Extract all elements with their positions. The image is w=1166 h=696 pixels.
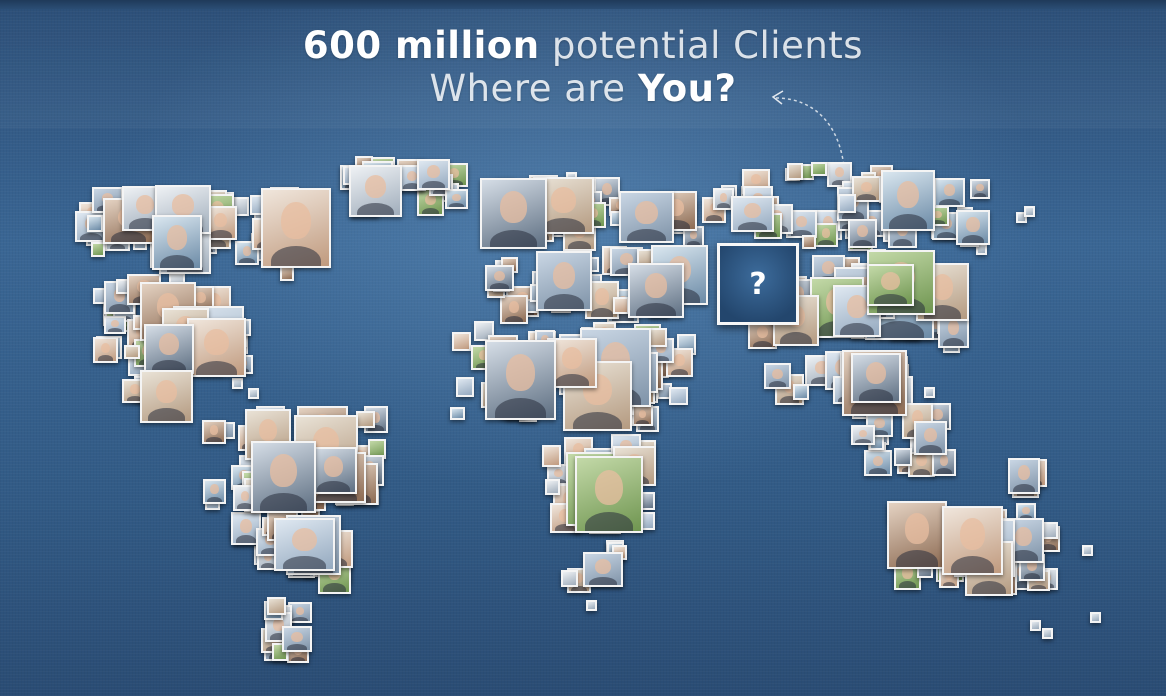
portrait-photo-tile [887,501,947,569]
portrait-photo-tile [232,378,243,389]
portrait-photo-tile [187,318,246,377]
portrait-photo-tile [349,165,402,217]
portrait-photo-tile [838,194,856,213]
portrait-photo-tile [124,345,140,359]
portrait-photo-tile [202,420,226,444]
portrait-photo-tile [536,251,592,311]
portrait-photo-tile [152,215,202,270]
portrait-photo-tile [1042,628,1053,639]
portrait-photo-tile [1090,612,1101,623]
portrait-photo-tile [87,215,103,232]
portrait-photo-tile [881,170,935,231]
portrait-photo-tile [356,411,375,428]
portrait-photo-tile [586,600,597,611]
portrait-photo-tile [632,405,653,426]
portrait-photo-tile [976,244,987,255]
portrait-photo-tile [851,353,901,403]
portrait-photo-tile [480,178,547,249]
portrait-photo-tile [914,421,947,455]
headline-potential-clients: potential Clients [539,24,864,67]
portrait-photo-tile [267,597,286,615]
portrait-photo-tile [417,159,450,190]
portrait-photo-tile [848,219,877,248]
portrait-photo-tile [613,297,629,314]
portrait-photo-tile [251,441,316,513]
portrait-photo-tile [282,626,312,652]
portrait-photo-tile [533,177,594,234]
top-strip [0,0,1166,9]
portrait-photo-tile [894,448,912,466]
portrait-photo-tile [563,361,632,431]
portrait-photo-tile [619,191,674,243]
portrait-photo-tile [764,363,791,389]
portrait-photo-tile [867,264,914,306]
portrait-photo-tile [561,570,578,587]
headline-you: You? [637,67,737,110]
portrait-photo-tile [942,506,1003,575]
portrait-photo-tile [864,450,892,476]
portrait-photo-tile [628,263,684,318]
portrait-photo-tile [500,295,528,324]
portrait-photo-tile [575,456,643,533]
portrait-photo-tile [1008,458,1040,494]
portrait-photo-tile [731,196,774,232]
portrait-photo-tile [485,265,514,291]
portrait-photo-tile [450,407,465,420]
portrait-photo-tile [1024,206,1035,217]
portrait-photo-tile [445,189,468,209]
portrait-photo-tile [545,479,560,495]
portrait-photo-tile [924,387,935,398]
portrait-photo-tile [793,384,809,400]
portrait-photo-tile [140,370,193,423]
portrait-photo-tile [144,324,194,374]
question-mark-tile: ? [717,243,799,325]
portrait-photo-tile [970,179,990,199]
portrait-photo-tile [934,178,965,207]
headline-bold-count: 600 million [302,24,540,67]
portrait-photo-tile [310,447,357,494]
portrait-photo-tile [1030,620,1041,631]
question-mark-icon: ? [749,266,767,302]
portrait-photo-tile [485,340,556,420]
portrait-photo-tile [669,387,688,405]
portrait-photo-tile [811,162,827,176]
portrait-photo-tile [802,235,816,249]
headline-line-1: 600 million potential Clients [0,25,1166,67]
header-band [0,9,1166,128]
portrait-photo-tile [93,337,118,363]
portrait-photo-tile [104,316,126,334]
portrait-photo-tile [203,479,226,504]
portrait-photo-tile [288,602,312,623]
portrait-photo-tile [787,163,803,180]
portrait-photo-tile [261,188,331,268]
portrait-photo-tile [542,445,561,467]
portrait-photo-tile [851,425,875,445]
portrait-photo-tile [1016,212,1027,223]
portrait-photo-tile [248,388,259,399]
portrait-photo-tile [280,266,294,281]
portrait-photo-tile [956,210,990,245]
headline-where-are: Where are [429,67,638,110]
portrait-photo-tile [852,176,881,202]
headline-line-2: Where are You? [0,68,1166,110]
portrait-photo-tile [456,377,474,397]
portrait-photo-tile [814,223,838,247]
portrait-photo-tile [1082,545,1093,556]
portrait-photo-tile [274,518,335,571]
portrait-photo-tile [452,332,471,351]
portrait-photo-tile [91,242,105,257]
portrait-photo-tile [583,552,623,587]
